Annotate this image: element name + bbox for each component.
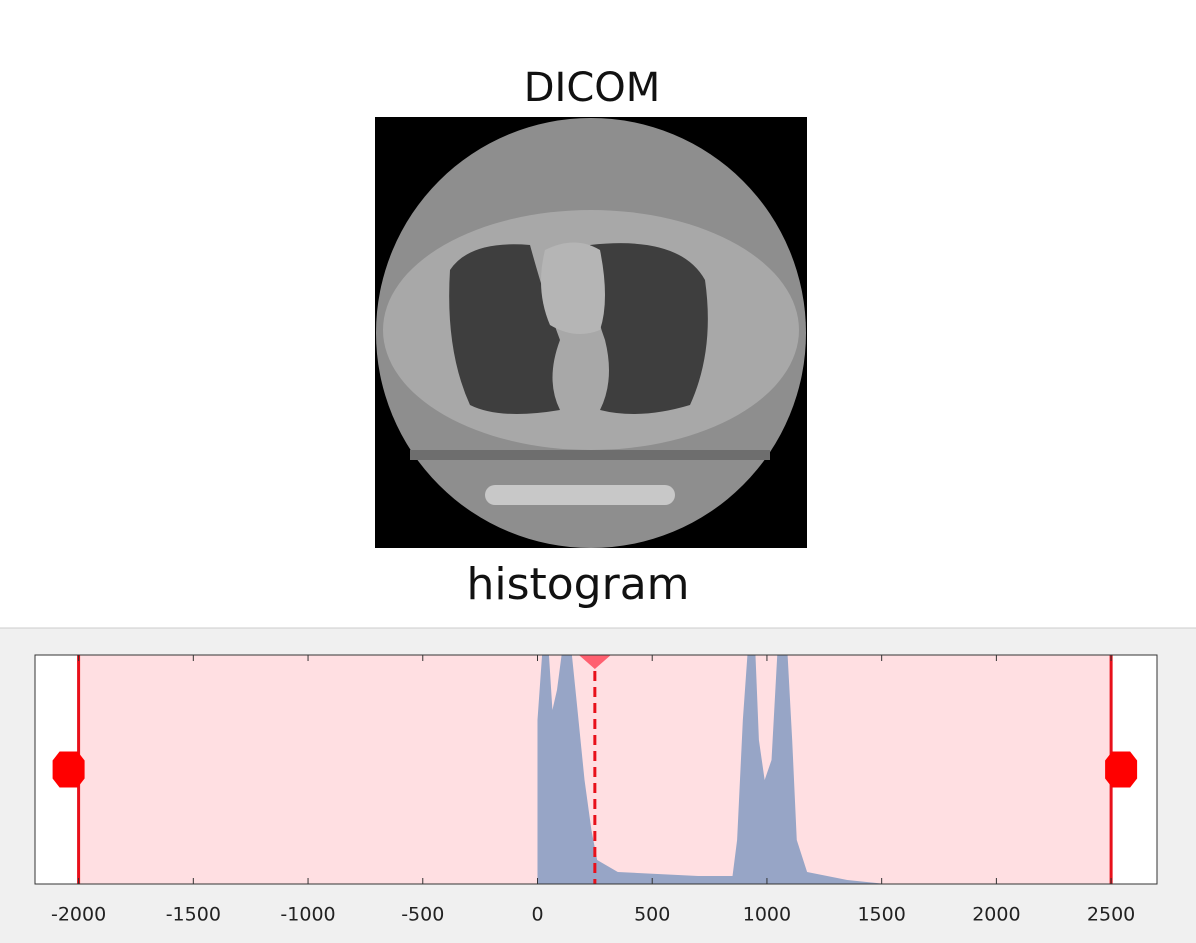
x-tick-label: 2000 bbox=[972, 904, 1020, 926]
x-tick-label: -500 bbox=[401, 904, 444, 926]
x-tick-label: 1000 bbox=[743, 904, 791, 926]
x-tick-label: -1000 bbox=[280, 904, 335, 926]
x-tick-label: 500 bbox=[634, 904, 670, 926]
max-handle[interactable] bbox=[1105, 751, 1138, 788]
x-tick-label: -2000 bbox=[51, 904, 106, 926]
histogram-shape bbox=[537, 655, 887, 884]
image-title: DICOM bbox=[524, 65, 661, 111]
axes-frame bbox=[34, 654, 1158, 885]
histogram-title: histogram bbox=[466, 559, 689, 610]
center-handle[interactable] bbox=[578, 655, 611, 669]
x-tick-label: 0 bbox=[531, 904, 543, 926]
x-tick-label: 2500 bbox=[1087, 904, 1135, 926]
dicom-image bbox=[375, 117, 807, 548]
x-tick-label: 1500 bbox=[857, 904, 905, 926]
x-tick-label: -1500 bbox=[166, 904, 221, 926]
min-handle[interactable] bbox=[52, 751, 85, 788]
